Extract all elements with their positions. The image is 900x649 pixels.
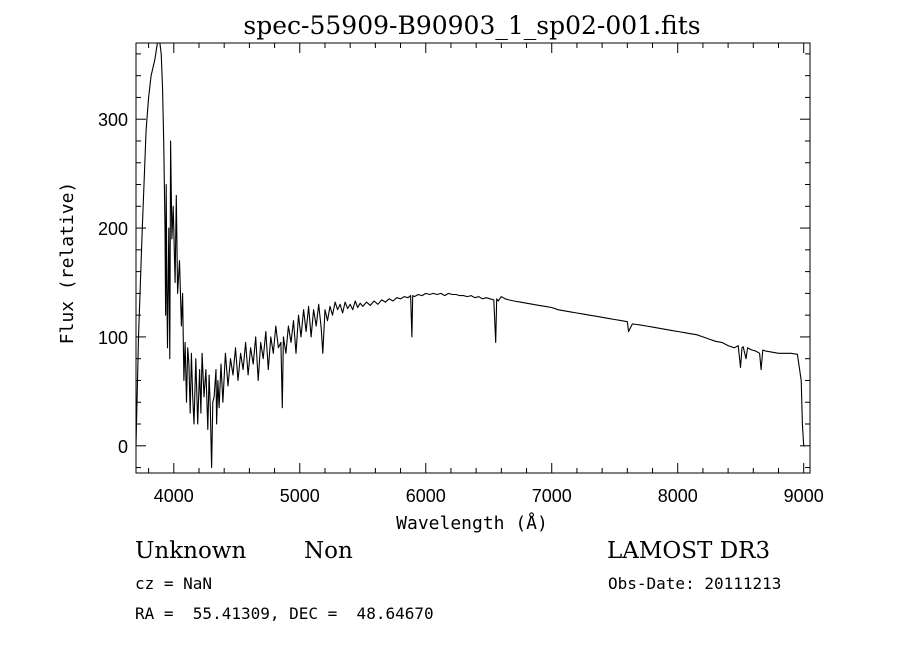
y-tick-label: 300 (98, 110, 128, 130)
x-tick-label: 4000 (154, 486, 194, 506)
chart-title: spec-55909-B90903_1_sp02-001.fits (243, 11, 700, 40)
x-axis: 4000 5000 6000 7000 8000 9000 (148, 43, 824, 506)
y-tick-label: 200 (98, 219, 128, 239)
y-axis-label: Flux (relative) (57, 182, 78, 345)
x-axis-label: Wavelength (Å) (396, 512, 548, 534)
survey-name: LAMOST DR3 (607, 538, 771, 564)
y-tick-label: 0 (118, 437, 128, 457)
x-tick-label: 9000 (784, 486, 824, 506)
coordinates: RA = 55.41309, DEC = 48.64670 (135, 604, 434, 623)
y-tick-label: 100 (98, 328, 128, 348)
object-subclass: Non (304, 538, 353, 564)
spectrum-line (135, 42, 805, 469)
x-tick-label: 6000 (406, 486, 446, 506)
obs-date: Obs-Date: 20111213 (608, 574, 782, 593)
redshift-value: cz = NaN (135, 574, 213, 593)
object-class: Unknown (135, 538, 247, 564)
plot-frame (135, 42, 811, 474)
x-tick-label: 7000 (532, 486, 572, 506)
y-axis: 0 100 200 300 (98, 53, 810, 469)
x-tick-label: 5000 (280, 486, 320, 506)
x-tick-label: 8000 (658, 486, 698, 506)
series-layer (135, 42, 805, 469)
